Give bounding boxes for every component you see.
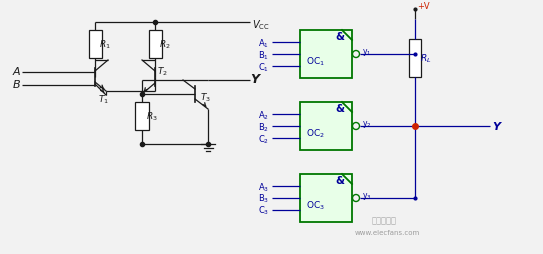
- Text: y$_3$: y$_3$: [362, 190, 371, 201]
- Text: Y: Y: [250, 73, 259, 86]
- Text: OC$_2$: OC$_2$: [306, 128, 325, 140]
- Text: y$_1$: y$_1$: [362, 47, 371, 58]
- Text: B$_3$: B$_3$: [258, 192, 269, 205]
- Bar: [409, 40, 421, 78]
- Text: &: &: [335, 32, 344, 42]
- Text: +V: +V: [417, 2, 430, 11]
- Bar: [300, 103, 352, 150]
- Text: $T_1$: $T_1$: [98, 94, 109, 106]
- Text: B: B: [13, 80, 21, 90]
- Text: Y: Y: [492, 121, 500, 132]
- Text: $R_3$: $R_3$: [146, 110, 157, 123]
- Bar: [89, 31, 102, 59]
- Text: C$_1$: C$_1$: [258, 61, 269, 73]
- Text: $R_L$: $R_L$: [420, 53, 432, 65]
- Text: $R_2$: $R_2$: [159, 39, 171, 51]
- Text: A$_1$: A$_1$: [258, 37, 269, 49]
- Text: A$_3$: A$_3$: [258, 180, 269, 193]
- Text: $R_1$: $R_1$: [99, 39, 111, 51]
- Text: C$_2$: C$_2$: [258, 133, 269, 145]
- Text: B$_1$: B$_1$: [258, 49, 269, 61]
- Text: A: A: [13, 67, 21, 77]
- Text: &: &: [335, 175, 344, 185]
- Text: A$_2$: A$_2$: [258, 108, 269, 121]
- Text: OC$_3$: OC$_3$: [306, 199, 325, 212]
- Bar: [135, 103, 149, 131]
- Text: B$_2$: B$_2$: [258, 121, 269, 133]
- Text: OC$_1$: OC$_1$: [306, 56, 325, 68]
- Bar: [148, 31, 161, 59]
- Text: &: &: [335, 104, 344, 114]
- Bar: [300, 31, 352, 79]
- Text: $T_3$: $T_3$: [200, 91, 211, 103]
- Bar: [300, 174, 352, 222]
- Text: $T_2$: $T_2$: [157, 65, 168, 77]
- Text: $V_{\rm CC}$: $V_{\rm CC}$: [252, 18, 270, 32]
- Text: C$_3$: C$_3$: [258, 204, 269, 217]
- Text: 电子发烧友: 电子发烧友: [372, 215, 397, 224]
- Text: y$_2$: y$_2$: [362, 119, 371, 130]
- Text: www.elecfans.com: www.elecfans.com: [355, 229, 420, 235]
